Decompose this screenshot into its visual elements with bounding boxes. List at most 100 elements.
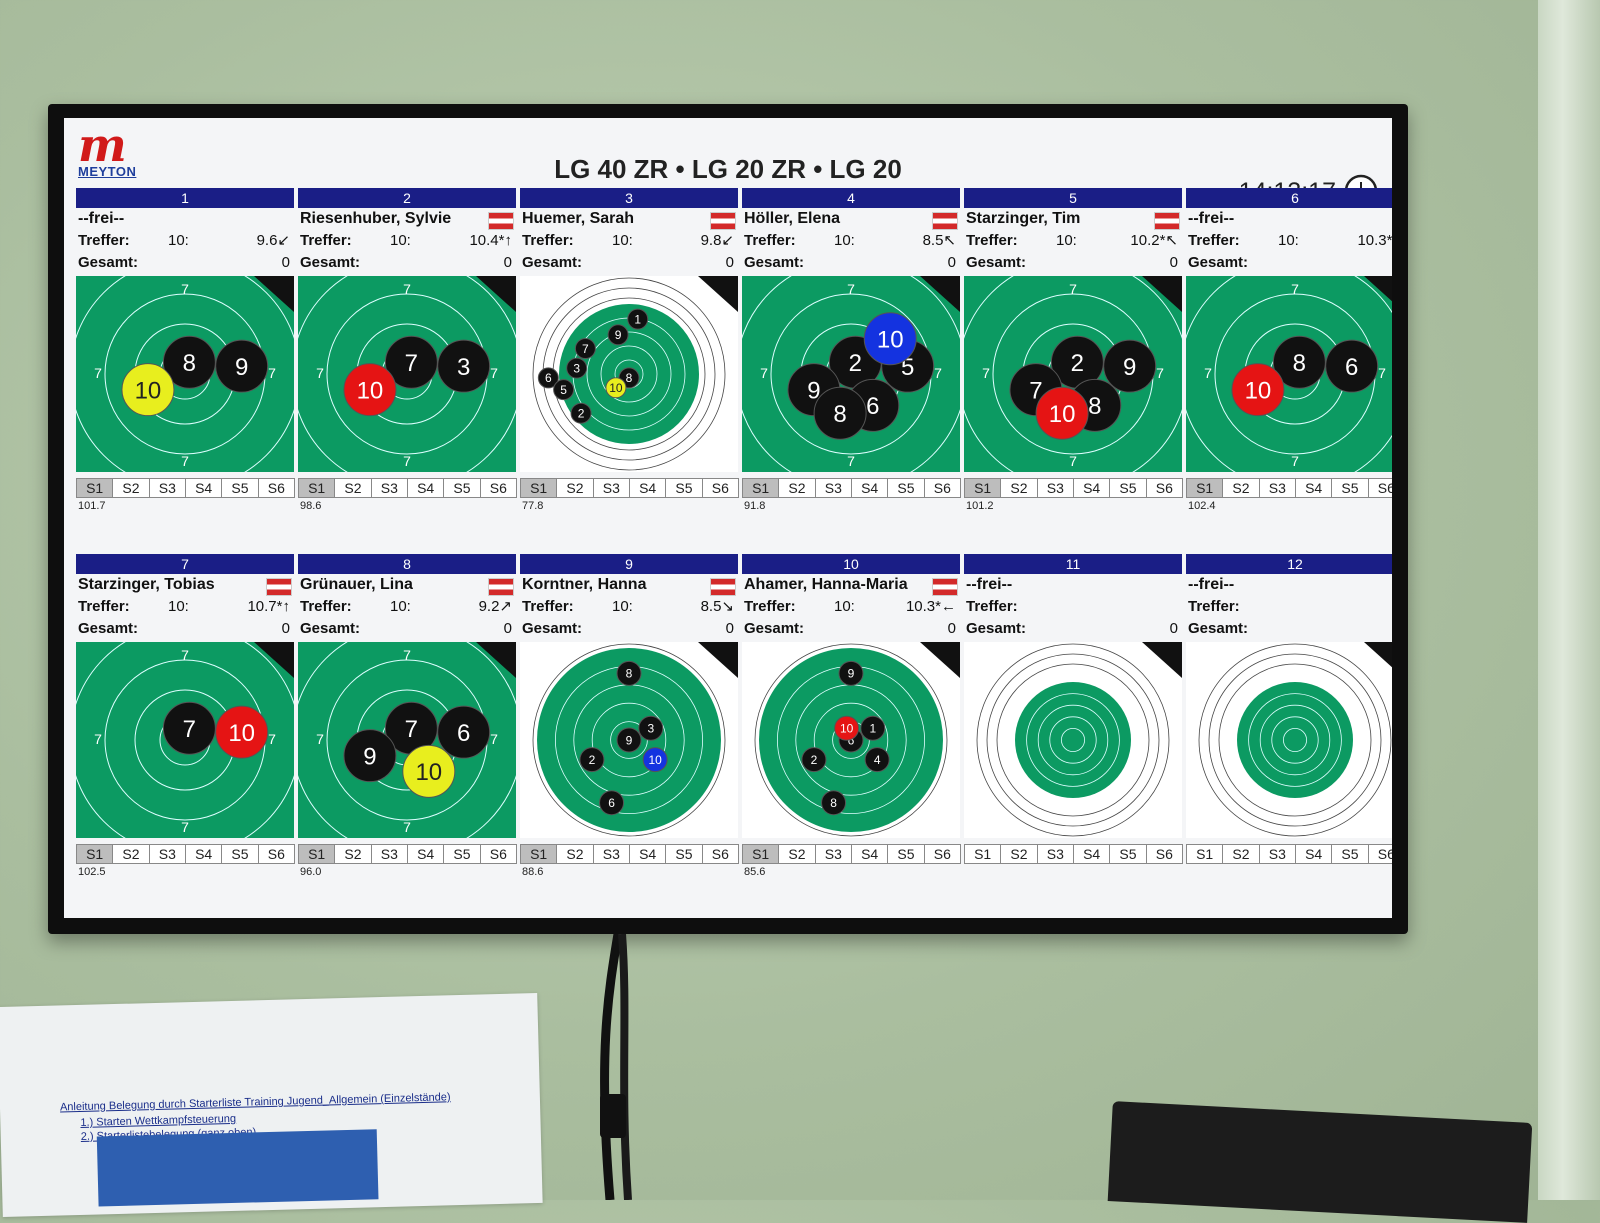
series-tab-s2[interactable]: S2 [334,844,371,864]
series-tab-s3[interactable]: S3 [371,478,408,498]
series-tab-s2[interactable]: S2 [778,844,815,864]
series-tab-s2[interactable]: S2 [334,478,371,498]
series-tab-s4[interactable]: S4 [629,478,666,498]
series-tab-s2[interactable]: S2 [112,478,149,498]
shot-value: 1 [869,722,876,736]
series-tab-s2[interactable]: S2 [556,844,593,864]
series-tab-s4[interactable]: S4 [407,478,444,498]
shot-value: 3 [573,361,580,375]
series-tab-s2[interactable]: S2 [1000,478,1037,498]
series-tab-s3[interactable]: S3 [149,478,186,498]
series-tab-s1[interactable]: S1 [742,478,779,498]
series-tab-s2[interactable]: S2 [112,844,149,864]
target-display[interactable] [1186,642,1392,838]
series-tab-s4[interactable]: S4 [1295,478,1332,498]
series-tab-s6[interactable]: S6 [1368,844,1392,864]
series-tab-s5[interactable]: S5 [443,844,480,864]
series-tab-s4[interactable]: S4 [851,478,888,498]
series-tab-s1[interactable]: S1 [76,844,113,864]
series-tab-s3[interactable]: S3 [1037,844,1074,864]
series-tab-s2[interactable]: S2 [1000,844,1037,864]
series-tab-s4[interactable]: S4 [851,844,888,864]
series-tab-s5[interactable]: S5 [1331,844,1368,864]
series-tab-s5[interactable]: S5 [887,844,924,864]
shooter-name: Starzinger, Tim [966,210,1080,227]
series-tab-s5[interactable]: S5 [887,478,924,498]
series-tab-s3[interactable]: S3 [593,478,630,498]
series-tab-s3[interactable]: S3 [1259,844,1296,864]
target-display[interactable] [964,642,1182,838]
series-tab-s1[interactable]: S1 [1186,844,1223,864]
series-tab-s6[interactable]: S6 [1146,844,1183,864]
series-tab-s6[interactable]: S6 [480,478,517,498]
series-tab-s2[interactable]: S2 [556,478,593,498]
series-tab-s5[interactable]: S5 [665,844,702,864]
series-tab-s6[interactable]: S6 [1146,478,1183,498]
series-tab-s6[interactable]: S6 [924,844,961,864]
series-tab-s6[interactable]: S6 [702,844,739,864]
series-tab-s1[interactable]: S1 [742,844,779,864]
series-tab-s5[interactable]: S5 [221,478,258,498]
series-tab-s4[interactable]: S4 [1073,844,1110,864]
series-tab-s6[interactable]: S6 [924,478,961,498]
series-tab-s4[interactable]: S4 [185,844,222,864]
series-tab-s5[interactable]: S5 [665,478,702,498]
series-tab-s3[interactable]: S3 [815,844,852,864]
series-tab-s4[interactable]: S4 [629,844,666,864]
series-tab-s3[interactable]: S3 [815,478,852,498]
series-tab-s4[interactable]: S4 [407,844,444,864]
series-tab-s4[interactable]: S4 [185,478,222,498]
series-tab-s2[interactable]: S2 [1222,478,1259,498]
series-tab-s1[interactable]: S1 [76,478,113,498]
series-tab-s6[interactable]: S6 [480,844,517,864]
series-tab-s1[interactable]: S1 [964,478,1001,498]
series-tab-s6[interactable]: S6 [258,478,295,498]
series-tab-s3[interactable]: S3 [371,844,408,864]
series-tab-s5[interactable]: S5 [221,844,258,864]
series-tab-s6[interactable]: S6 [258,844,295,864]
series-tab-s3[interactable]: S3 [149,844,186,864]
series-tab-s3[interactable]: S3 [593,844,630,864]
series-tab-s5[interactable]: S5 [1109,478,1146,498]
series-tab-s1[interactable]: S1 [964,844,1001,864]
shot-value: 6 [457,720,470,747]
series-tab-s4[interactable]: S4 [1295,844,1332,864]
series-tab-s2[interactable]: S2 [778,478,815,498]
series-tab-s1[interactable]: S1 [520,844,557,864]
series-tab-s6[interactable]: S6 [1368,478,1392,498]
series-tab-s3[interactable]: S3 [1037,478,1074,498]
series-tab-s5[interactable]: S5 [1331,478,1368,498]
series-tab-s4[interactable]: S4 [1073,478,1110,498]
series-tab-s5[interactable]: S5 [443,478,480,498]
series-tab-s1[interactable]: S1 [1186,478,1223,498]
series-tab-s3[interactable]: S3 [1259,478,1296,498]
series-tab-s1[interactable]: S1 [520,478,557,498]
series-tab-s1[interactable]: S1 [298,844,335,864]
series-tab-s1[interactable]: S1 [298,478,335,498]
series-tab-s5[interactable]: S5 [1109,844,1146,864]
lane-card-6[interactable]: 6--frei--Treffer:10:10.3*↓Gesamt:0777786… [1186,188,1392,550]
series-tab-s6[interactable]: S6 [702,478,739,498]
series-tab-s2[interactable]: S2 [1222,844,1259,864]
